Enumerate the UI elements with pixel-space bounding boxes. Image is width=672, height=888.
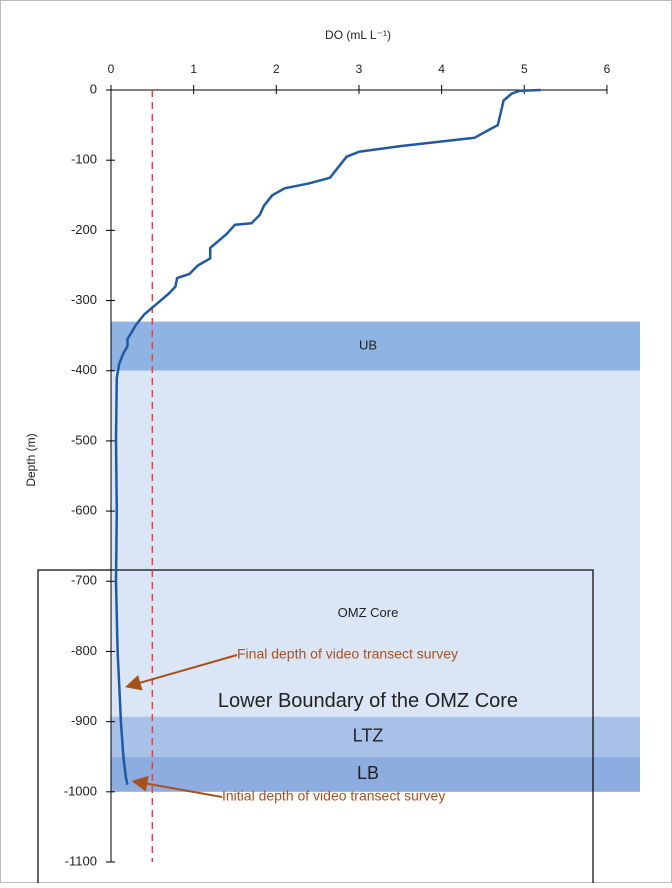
band-label: LB <box>357 763 379 783</box>
x-tick-label: 1 <box>190 62 197 76</box>
y-tick-label: -700 <box>71 573 97 588</box>
y-tick-label: 0 <box>90 81 97 96</box>
y-tick-label: -200 <box>71 222 97 237</box>
annotation-text: Initial depth of video transect survey <box>222 788 445 804</box>
annotation-arrow <box>131 775 223 798</box>
y-tick-label: -1100 <box>65 853 97 868</box>
y-tick-label: -1000 <box>64 783 97 798</box>
x-tick-label: 0 <box>108 62 115 76</box>
band <box>111 716 640 757</box>
band-label: OMZ Core <box>338 605 399 620</box>
y-tick-label: -400 <box>71 362 97 377</box>
y-tick-label: -500 <box>71 432 97 447</box>
x-tick-label: 5 <box>521 62 528 76</box>
inset-frame <box>37 569 594 888</box>
band-label: LTZ <box>353 725 384 745</box>
band-label: UB <box>359 338 377 353</box>
x-tick-label: 6 <box>604 62 611 76</box>
profile-line <box>114 88 541 786</box>
annotation-text: Final depth of video transect survey <box>237 646 458 662</box>
y-tick-label: -900 <box>71 713 97 728</box>
band-annotation: Lower Boundary of the OMZ Core <box>218 690 518 712</box>
annotation-arrow <box>124 654 238 691</box>
y-tick-label: -600 <box>71 503 97 518</box>
y-tick-label: -300 <box>71 292 97 307</box>
x-tick-label: 2 <box>273 62 280 76</box>
x-tick-label: 4 <box>438 62 445 76</box>
band <box>111 321 640 371</box>
y-tick-label: -800 <box>71 643 97 658</box>
x-axis-title: DO (mL L⁻¹) <box>325 28 391 42</box>
band <box>111 370 640 717</box>
band <box>111 756 640 792</box>
x-tick-label: 3 <box>356 62 363 76</box>
y-axis-title: Depth (m) <box>24 433 38 486</box>
y-tick-label: -100 <box>71 152 97 167</box>
